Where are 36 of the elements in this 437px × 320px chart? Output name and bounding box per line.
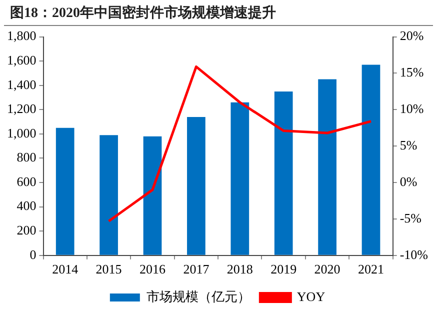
x-tick-label: 2019 <box>270 262 297 277</box>
bar <box>100 135 118 255</box>
y-tick-label: 0 <box>30 246 36 262</box>
y-tick-label: 200 <box>16 222 36 238</box>
y2-tick-label: 15% <box>400 64 424 80</box>
y2-tick-label: 0% <box>400 174 418 189</box>
x-tick-label: 2017 <box>183 262 210 277</box>
y2-tick-label: 10% <box>400 101 424 116</box>
y-tick-label: 1,600 <box>7 52 36 68</box>
legend-label: YOY <box>296 288 326 304</box>
bar <box>274 91 293 255</box>
x-tick-label: 2018 <box>226 262 253 277</box>
y2-tick-label: 5% <box>400 138 418 153</box>
x-tick-label: 2020 <box>314 262 340 277</box>
bar <box>318 79 336 255</box>
chart-title: 图18：2020年中国密封件市场规模增速提升 <box>4 0 433 26</box>
y-tick-label: 1,000 <box>7 125 36 140</box>
bar <box>362 64 380 255</box>
bar <box>56 128 74 255</box>
bar <box>230 102 250 255</box>
y-tick-label: 800 <box>16 150 36 165</box>
y-tick-label: 600 <box>16 174 36 189</box>
y2-tick-label: -10% <box>400 246 428 262</box>
x-tick-label: 2016 <box>139 262 166 277</box>
y2-tick-label: 20% <box>400 28 424 44</box>
bar <box>187 116 206 255</box>
x-tick-label: 2015 <box>96 262 122 277</box>
y-tick-label: 1,400 <box>7 76 36 92</box>
y-tick-label: 400 <box>16 198 36 214</box>
x-tick-label: 2014 <box>52 262 79 277</box>
y2-tick-label: -5% <box>400 210 422 226</box>
x-tick-label: 2021 <box>358 262 384 277</box>
bar <box>143 136 162 255</box>
y-tick-label: 1,200 <box>7 101 36 116</box>
y-tick-label: 1,800 <box>7 28 36 44</box>
legend-label: 市场规模（亿元） <box>146 288 250 304</box>
